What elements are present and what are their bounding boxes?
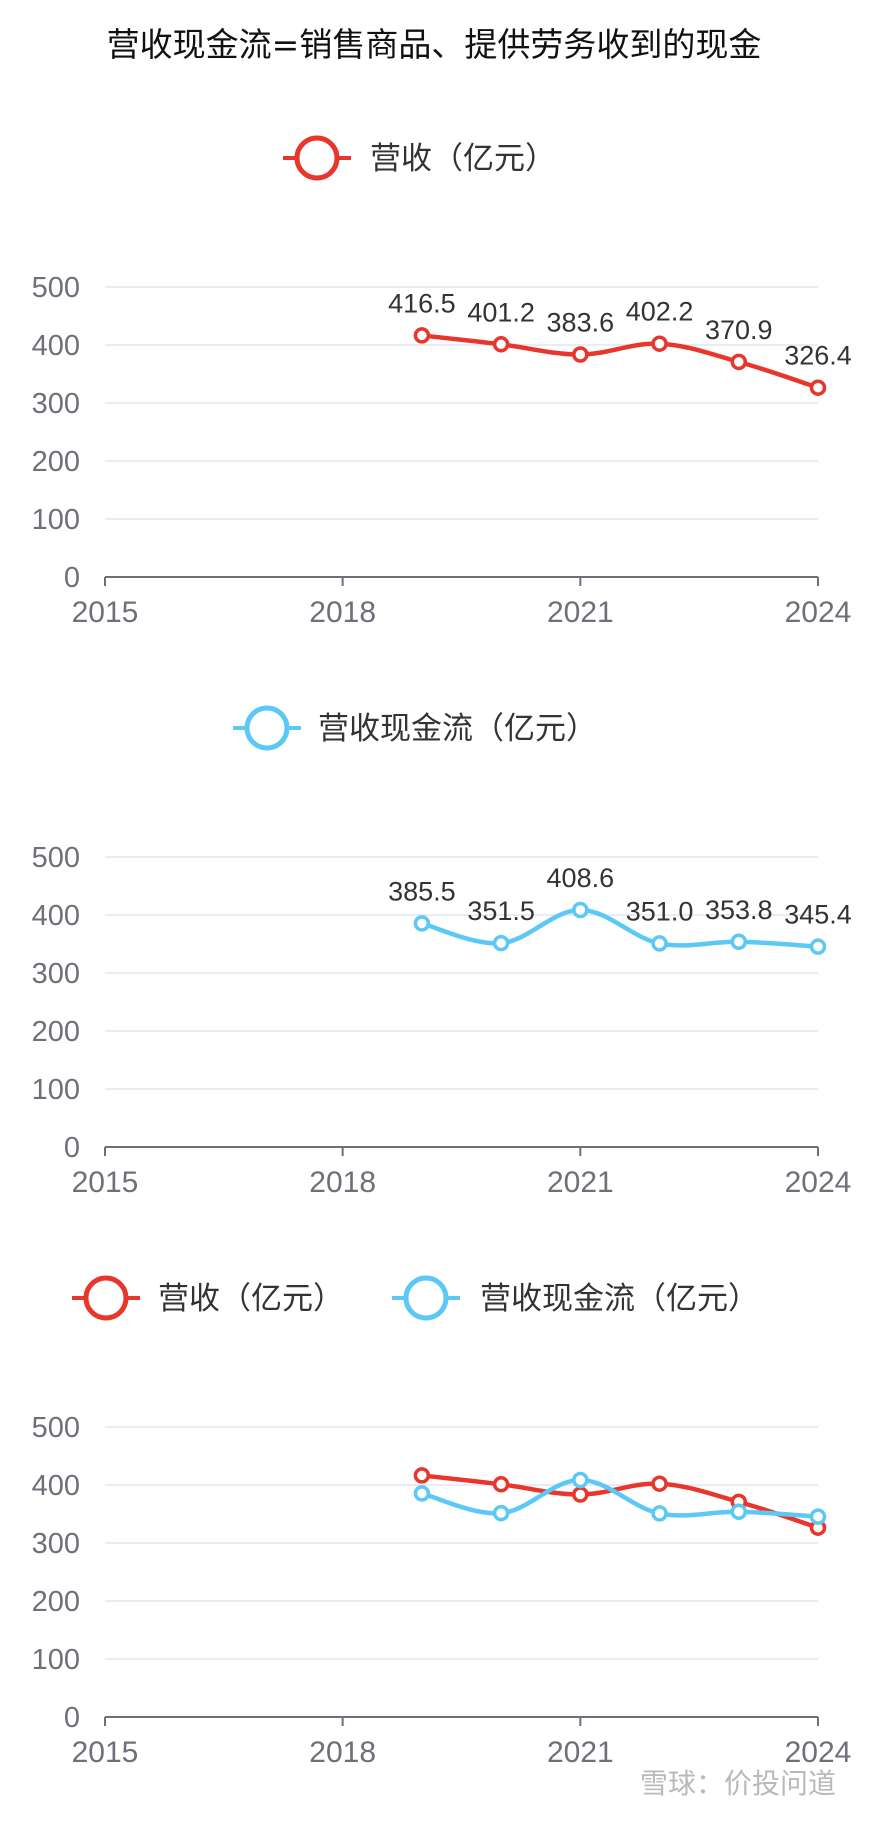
y-tick-label: 400 <box>32 900 80 932</box>
data-point[interactable] <box>572 1486 589 1503</box>
y-tick-label: 300 <box>32 1528 80 1560</box>
y-tick-label: 400 <box>32 330 80 362</box>
x-tick-label: 2018 <box>309 596 376 629</box>
data-point[interactable] <box>572 901 589 919</box>
data-point[interactable] <box>730 353 748 371</box>
data-point[interactable] <box>651 1475 668 1492</box>
data-label: 385.5 <box>388 876 456 906</box>
data-point[interactable] <box>809 938 827 955</box>
data-point[interactable] <box>651 935 668 952</box>
legend-marker-icon <box>294 135 340 181</box>
y-tick-label: 100 <box>32 1074 80 1106</box>
legend-item[interactable]: 营收（亿元） <box>283 135 556 181</box>
x-tick-label: 2021 <box>547 1166 614 1199</box>
y-tick-label: 0 <box>64 1702 80 1734</box>
legend-item[interactable]: 营收（亿元） <box>72 1275 344 1321</box>
data-point[interactable] <box>809 379 827 396</box>
legend-label: 营收（亿元） <box>158 1281 344 1316</box>
data-point[interactable] <box>413 327 431 344</box>
y-tick-label: 0 <box>64 1132 80 1164</box>
y-tick-label: 300 <box>32 958 80 990</box>
legend-label: 营收现金流（亿元） <box>480 1281 759 1316</box>
data-label: 370.9 <box>705 315 773 345</box>
data-label: 326.4 <box>784 341 852 371</box>
x-tick-label: 2024 <box>785 596 852 629</box>
data-point[interactable] <box>492 1476 510 1493</box>
legend-item[interactable]: 营收现金流（亿元） <box>233 705 597 751</box>
legend-label: 营收（亿元） <box>370 141 556 176</box>
chart-combined: 营收（亿元） 营收现金流（亿元） 0 100 200 300 400 500 2015 2018 2… <box>32 1275 852 1769</box>
data-point[interactable] <box>809 1508 827 1525</box>
legend-label: 营收现金流（亿元） <box>318 711 597 746</box>
y-tick-label: 100 <box>32 1644 80 1676</box>
legend-marker-icon <box>83 1275 129 1321</box>
y-tick-label: 500 <box>32 1412 80 1444</box>
y-tick-label: 200 <box>32 446 80 478</box>
data-point[interactable] <box>413 915 431 932</box>
data-point[interactable] <box>572 346 589 363</box>
legend-marker-icon <box>403 1275 449 1321</box>
chart-cashflow: 营收现金流（亿元） 0 100 200 300 400 500 2015 2018 2021 202… <box>32 705 852 1199</box>
data-point[interactable] <box>492 1504 510 1522</box>
data-point[interactable] <box>413 1467 431 1484</box>
legend-item[interactable]: 营收现金流（亿元） <box>392 1275 759 1321</box>
x-tick-label: 2015 <box>72 1166 139 1199</box>
data-point[interactable] <box>730 933 748 951</box>
data-label: 345.4 <box>784 900 852 930</box>
series-line <box>421 1473 819 1530</box>
legend-marker-icon <box>244 705 290 751</box>
y-tick-label: 200 <box>32 1016 80 1048</box>
y-tick-label: 300 <box>32 388 80 420</box>
x-tick-label: 2021 <box>547 1736 614 1769</box>
data-point[interactable] <box>492 934 510 952</box>
data-label: 401.2 <box>467 297 535 327</box>
watermark: 雪球：价投问道 <box>640 1767 837 1800</box>
data-label: 408.6 <box>547 863 615 893</box>
y-tick-label: 0 <box>64 562 80 594</box>
data-point[interactable] <box>651 335 668 352</box>
page-title: 营收现金流=销售商品、提供劳务收到的现金 <box>106 25 762 64</box>
data-label: 351.0 <box>626 896 694 926</box>
chart-revenue: 营收（亿元） 0 100 200 300 400 500 2015 2018 2021 2024 41… <box>32 135 852 629</box>
y-tick-label: 100 <box>32 504 80 536</box>
y-tick-label: 400 <box>32 1470 80 1502</box>
x-tick-label: 2018 <box>309 1166 376 1199</box>
x-tick-label: 2024 <box>785 1166 852 1199</box>
x-tick-label: 2015 <box>72 596 139 629</box>
data-point[interactable] <box>730 1503 748 1521</box>
data-point[interactable] <box>413 1485 431 1502</box>
data-label: 416.5 <box>388 288 456 318</box>
y-tick-label: 500 <box>32 272 80 304</box>
data-label: 402.2 <box>626 297 694 327</box>
data-label: 383.6 <box>547 308 615 338</box>
data-label: 353.8 <box>705 895 773 925</box>
x-tick-label: 2018 <box>309 1736 376 1769</box>
x-tick-label: 2021 <box>547 596 614 629</box>
data-point[interactable] <box>651 1505 668 1522</box>
y-tick-label: 200 <box>32 1586 80 1618</box>
data-point[interactable] <box>492 336 510 353</box>
data-label: 351.5 <box>467 896 535 926</box>
x-tick-label: 2015 <box>72 1736 139 1769</box>
x-tick-label: 2024 <box>785 1736 852 1769</box>
data-point[interactable] <box>572 1471 589 1489</box>
y-tick-label: 500 <box>32 842 80 874</box>
